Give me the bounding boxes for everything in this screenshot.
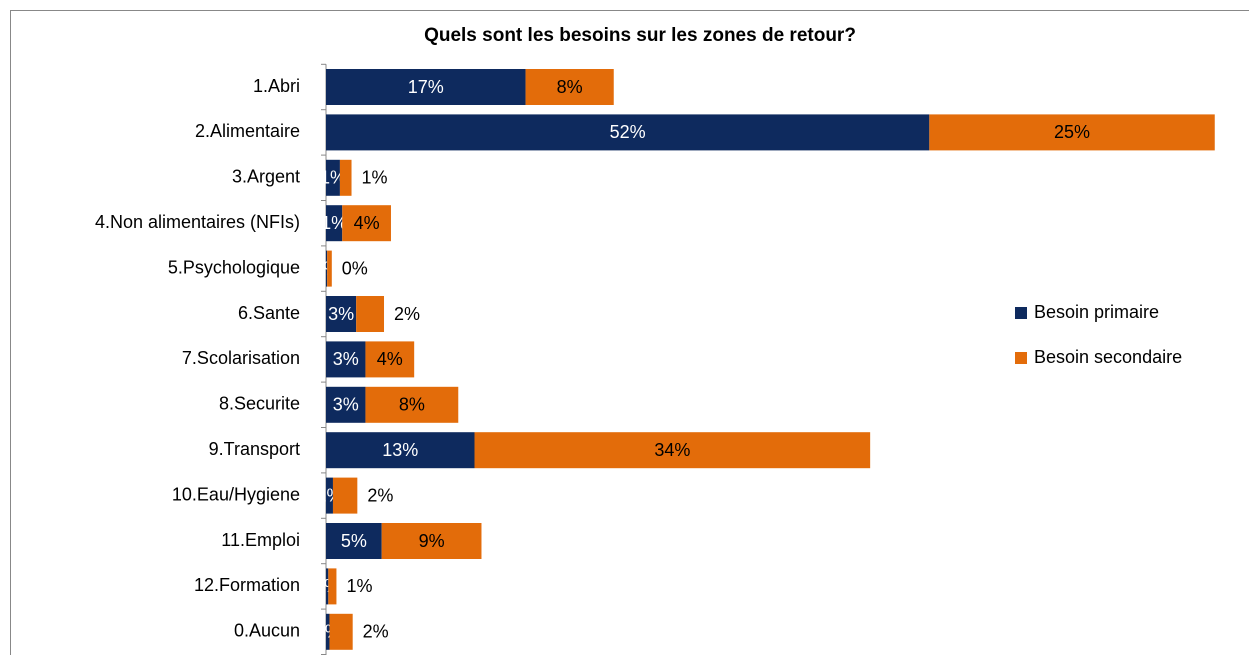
data-label: 3% [328,304,354,324]
category-label: 10.Eau/Hygiene [172,484,300,504]
data-label: 4% [354,213,380,233]
bar-segment [356,296,385,332]
data-label: 1% [321,213,347,233]
data-label: 0% [342,258,368,278]
data-label: 2% [367,485,393,505]
data-label: 8% [557,77,583,97]
bar-segment [326,296,357,332]
bar-segment [326,205,343,242]
category-label: 3.Argent [232,167,300,187]
category-label: 11.Emploi [221,530,300,550]
data-label: 13% [382,440,418,460]
data-label: 1% [362,168,388,188]
category-label: 0.Aucun [234,621,300,641]
bar-segment [365,386,459,423]
bar-segment [929,114,1215,151]
legend-label: Besoin primaire [1034,302,1159,322]
bar-segment [342,205,391,242]
legend-swatch [1015,352,1027,364]
category-label: 2.Alimentaire [195,121,300,141]
legend-swatch [1015,307,1027,319]
bar-segment [327,250,332,287]
data-label: 0% [314,258,340,278]
category-label: 12.Formation [194,575,300,595]
data-label: 3% [333,395,359,415]
bar-segment [326,69,526,105]
data-label: 1% [320,168,346,188]
data-label: 25% [1054,122,1090,142]
bar-segment [326,114,930,151]
data-label: 1% [346,576,372,596]
category-label: 5.Psychologique [168,257,300,277]
category-label: 4.Non alimentaires (NFIs) [95,212,300,232]
bar-segment [328,568,337,605]
bar-segment [326,613,330,650]
category-label: 8.Securite [219,394,300,414]
data-label: 2% [394,304,420,324]
bar-segment [326,432,475,469]
bar-segment [525,69,614,105]
data-label: 52% [610,122,646,142]
data-label: 9% [419,531,445,551]
bar-segment [381,523,482,559]
bar-segment [365,341,415,378]
bar-segment [326,341,366,378]
bar-segment [329,613,353,650]
category-label: 1.Abri [253,76,300,96]
data-label: 8% [399,395,425,415]
data-label: 34% [654,440,690,460]
bar-segment [326,477,333,514]
data-label: 17% [408,77,444,97]
data-label: 3% [333,349,359,369]
chart-border [10,10,1249,655]
category-label: 7.Scolarisation [182,348,300,368]
bar-segment [326,159,340,196]
legend-label: Besoin secondaire [1034,347,1182,367]
bar-segment [326,250,328,287]
bar-segment [326,386,366,423]
category-label: 6.Sante [238,303,300,323]
data-label: 2% [363,622,389,642]
bar-segment [326,523,382,559]
bar-segment [332,477,358,514]
bar-segment [339,159,352,196]
chart-title: Quels sont les besoins sur les zones de … [424,25,856,46]
data-label: 4% [377,349,403,369]
bar-segment [474,432,871,469]
bar-segment [326,568,329,605]
category-label: 9.Transport [209,439,300,459]
data-label: 5% [341,531,367,551]
